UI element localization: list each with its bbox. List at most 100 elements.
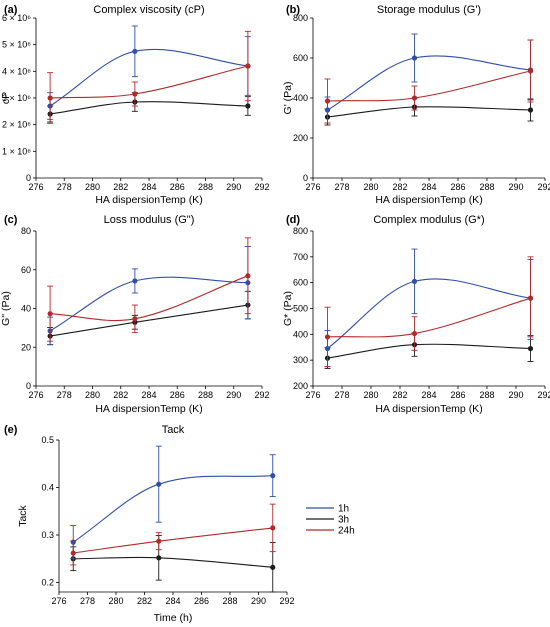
x-tick-label: 286 bbox=[450, 182, 465, 192]
x-axis-label: HA dispersionTemp (K) bbox=[375, 194, 482, 206]
y-tick-label: 800 bbox=[293, 13, 308, 23]
x-tick-label: 290 bbox=[508, 390, 523, 400]
x-tick-label: 286 bbox=[170, 182, 185, 192]
x-tick-label: 292 bbox=[537, 390, 550, 400]
x-tick-label: 278 bbox=[80, 596, 95, 606]
series-line bbox=[327, 297, 531, 338]
y-tick-label: 0 bbox=[303, 173, 308, 183]
series-24h bbox=[324, 256, 534, 368]
series-line bbox=[73, 527, 273, 554]
series-line bbox=[50, 304, 248, 337]
y-tick-label: 400 bbox=[293, 93, 308, 103]
x-tick-label: 292 bbox=[254, 390, 269, 400]
x-tick-label: 284 bbox=[165, 596, 180, 606]
x-tick-label: 290 bbox=[508, 182, 523, 192]
series-3h bbox=[70, 445, 276, 560]
series-1h bbox=[324, 97, 534, 126]
data-point bbox=[47, 95, 53, 101]
y-tick-label: 600 bbox=[293, 278, 308, 288]
legend-label: 1h bbox=[338, 504, 349, 515]
y-axis-label: G* (Pa) bbox=[282, 291, 294, 326]
series-line bbox=[327, 70, 531, 102]
x-tick-label: 280 bbox=[85, 182, 100, 192]
y-axis-label: cP bbox=[0, 92, 12, 104]
series-line bbox=[50, 101, 248, 115]
data-point bbox=[527, 295, 534, 301]
x-tick-label: 282 bbox=[392, 182, 407, 192]
series-24h bbox=[70, 503, 276, 566]
series-3h bbox=[47, 246, 251, 346]
x-tick-label: 292 bbox=[279, 596, 294, 606]
series-24h bbox=[47, 30, 251, 124]
x-tick-label: 276 bbox=[305, 182, 320, 192]
data-point bbox=[411, 330, 418, 337]
x-axis-label: HA dispersionTemp (K) bbox=[95, 194, 202, 206]
x-tick-label: 284 bbox=[421, 182, 436, 192]
y-tick-label: 80 bbox=[21, 226, 31, 236]
panel-label: (c) bbox=[4, 214, 18, 226]
series-line bbox=[327, 278, 531, 349]
x-tick-label: 288 bbox=[222, 596, 237, 606]
y-axis-label: G' (Pa) bbox=[282, 82, 294, 115]
x-tick-label: 288 bbox=[198, 182, 213, 192]
y-tick-label: 4 × 10⁶ bbox=[2, 66, 31, 76]
chart-panel-b: (b) Storage modulus (G') 276 278 280 282 284 28… bbox=[282, 4, 550, 206]
data-point bbox=[411, 95, 418, 101]
y-tick-label: 0.3 bbox=[41, 530, 54, 540]
y-tick-label: 3 × 10⁶ bbox=[2, 93, 31, 103]
x-tick-label: 276 bbox=[28, 390, 43, 400]
data-point bbox=[270, 473, 276, 479]
data-point bbox=[245, 273, 251, 279]
x-tick-label: 278 bbox=[57, 182, 72, 192]
y-tick-label: 2 × 10⁶ bbox=[2, 120, 31, 130]
data-point bbox=[156, 555, 162, 561]
x-tick-label: 282 bbox=[113, 182, 128, 192]
legend-label: 24h bbox=[338, 526, 355, 537]
y-tick-label: 1 × 10⁶ bbox=[2, 146, 31, 156]
x-tick-label: 290 bbox=[226, 182, 241, 192]
x-tick-label: 282 bbox=[113, 390, 128, 400]
x-axis-label: HA dispersionTemp (K) bbox=[375, 403, 482, 415]
x-tick-label: 276 bbox=[51, 596, 66, 606]
x-tick-label: 278 bbox=[334, 390, 349, 400]
series-3h bbox=[47, 25, 251, 120]
y-tick-label: 6 × 10⁶ bbox=[2, 13, 31, 23]
chart-panel-d: (d) Complex modulus (G*) 276 278 280 282 284 28… bbox=[282, 214, 550, 415]
y-axis-label: G" (Pa) bbox=[0, 291, 12, 326]
y-tick-label: 40 bbox=[21, 304, 31, 314]
panel-label: (d) bbox=[286, 214, 300, 226]
chart-title: Complex viscosity (cP) bbox=[93, 4, 204, 16]
data-point bbox=[527, 345, 534, 352]
x-tick-label: 292 bbox=[254, 182, 269, 192]
chart-title: Complex modulus (G*) bbox=[373, 214, 484, 226]
series-1h bbox=[47, 290, 251, 346]
y-tick-label: 400 bbox=[293, 329, 308, 339]
chart-panel-a: (a) Complex viscosity (cP) 276 278 280 282 284… bbox=[0, 4, 270, 206]
x-tick-label: 286 bbox=[170, 390, 185, 400]
x-tick-label: 280 bbox=[85, 390, 100, 400]
x-tick-label: 276 bbox=[28, 182, 43, 192]
x-tick-label: 276 bbox=[305, 390, 320, 400]
y-tick-label: 0.4 bbox=[41, 483, 54, 493]
chart-title: Storage modulus (G') bbox=[377, 4, 481, 16]
series-line bbox=[50, 65, 249, 99]
data-point bbox=[132, 91, 138, 97]
chart-panel-c: (c) Loss modulus (G") 276 278 280 282 284 286 28… bbox=[0, 214, 270, 415]
data-point bbox=[132, 278, 138, 284]
legend-label: 3h bbox=[338, 515, 349, 526]
x-tick-label: 286 bbox=[450, 390, 465, 400]
data-point bbox=[132, 316, 138, 322]
x-tick-label: 284 bbox=[141, 390, 156, 400]
data-point bbox=[324, 98, 331, 104]
panel-label: (b) bbox=[286, 4, 300, 16]
x-tick-label: 288 bbox=[479, 390, 494, 400]
y-tick-label: 500 bbox=[293, 304, 308, 314]
chart-title: Loss modulus (G") bbox=[104, 214, 195, 226]
y-tick-label: 0.2 bbox=[41, 578, 54, 588]
y-tick-label: 700 bbox=[293, 252, 308, 262]
y-tick-label: 20 bbox=[21, 342, 31, 352]
y-tick-label: 300 bbox=[293, 355, 308, 365]
data-point bbox=[156, 481, 162, 487]
data-point bbox=[527, 107, 534, 113]
